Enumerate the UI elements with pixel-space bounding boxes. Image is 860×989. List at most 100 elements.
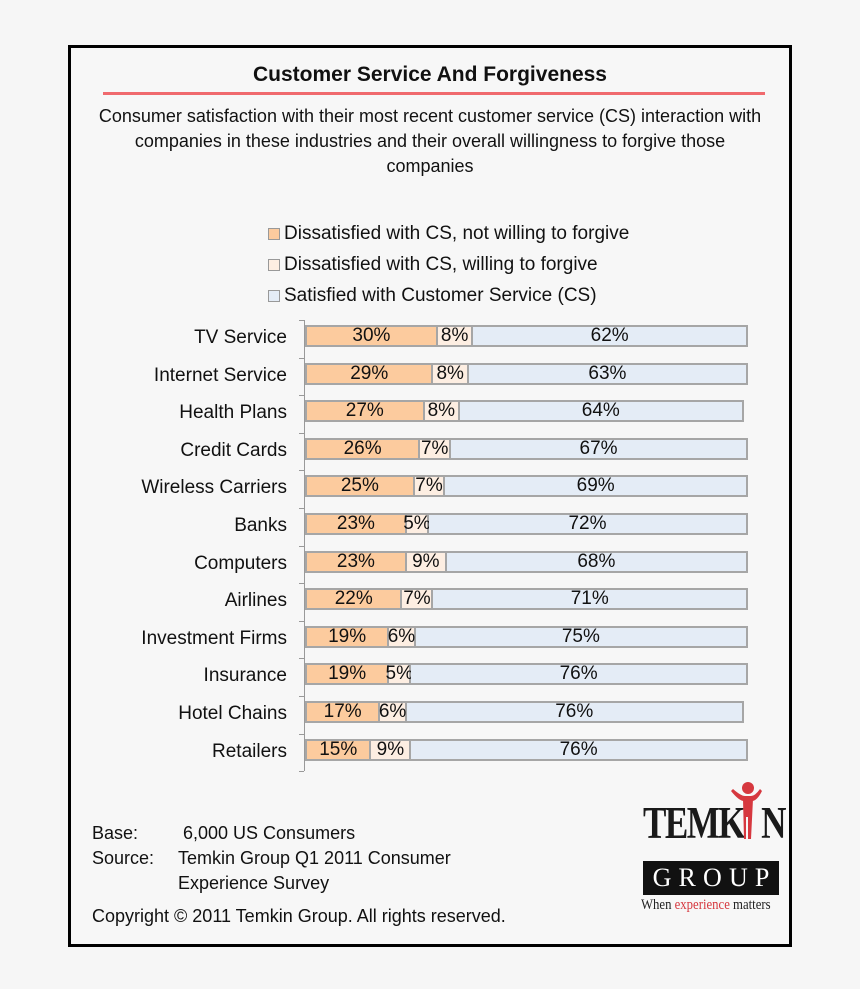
- satisfied-segment: 75%: [415, 625, 748, 648]
- base-value: 6,000 US Consumers: [183, 823, 356, 843]
- title-underline: [103, 92, 765, 95]
- stacked-bar: 23% 5% 72%: [305, 513, 748, 535]
- data-label: 71%: [570, 588, 609, 610]
- forgive-segment: 9%: [406, 550, 447, 573]
- category-label: Insurance: [203, 665, 287, 687]
- tagline-post: matters: [729, 897, 771, 913]
- data-label: 15%: [319, 738, 358, 760]
- logo-group-band: G R O U P: [643, 861, 779, 895]
- forgive-segment: 5%: [403, 513, 431, 535]
- data-label: 67%: [579, 437, 618, 459]
- chart-row: Retailers 15% 9% 76%: [71, 734, 789, 772]
- forgive-segment: 9%: [371, 738, 412, 761]
- category-label: TV Service: [194, 327, 287, 348]
- data-label: 23%: [336, 550, 375, 572]
- forgive-segment: 6%: [388, 625, 416, 648]
- chart-title: Customer Service And Forgiveness: [252, 63, 607, 86]
- axis-tick: [299, 734, 304, 735]
- not-forgive-segment: 23%: [305, 550, 407, 573]
- legend-item-forgive: Dissatisfied with CS, willing to forgive: [268, 249, 629, 280]
- category-label: Wireless Carriers: [141, 477, 287, 499]
- stacked-bar: 27% 8% 64%: [305, 400, 748, 423]
- data-label: 7%: [415, 475, 443, 497]
- data-label: 19%: [328, 663, 367, 685]
- chart-row: Wireless Carriers 25% 7% 69%: [71, 470, 789, 508]
- stacked-bar: 19% 6% 75%: [305, 625, 748, 648]
- chart-row: Airlines 22% 7% 71%: [71, 583, 789, 621]
- category-label: Retailers: [212, 740, 287, 762]
- forgive-segment: 8%: [437, 325, 474, 347]
- data-label: 9%: [412, 550, 440, 572]
- stacked-bar: 26% 7% 67%: [305, 437, 748, 460]
- not-forgive-segment: 25%: [305, 475, 415, 498]
- legend-item-satisfied: Satisfied with Customer Service (CS): [268, 280, 629, 311]
- person-raising-arms-icon: [731, 782, 762, 839]
- stacked-bar: 29% 8% 63%: [305, 362, 748, 385]
- chart-row: TV Service 30% 8% 62%: [71, 320, 789, 358]
- category-label: Hotel Chains: [178, 703, 287, 724]
- legend: Dissatisfied with CS, not willing to for…: [268, 218, 629, 311]
- category-label: Internet Service: [153, 364, 287, 386]
- chart-row: Credit Cards 26% 7% 67%: [71, 433, 789, 471]
- satisfied-segment: 68%: [446, 550, 748, 573]
- satisfied-segment: 72%: [429, 513, 748, 535]
- axis-tick: [299, 621, 304, 622]
- data-label: 23%: [336, 513, 375, 534]
- axis-tick: [299, 395, 304, 396]
- not-forgive-segment: 23%: [305, 513, 407, 535]
- chart-row: Hotel Chains 17% 6% 76%: [71, 696, 789, 734]
- legend-label: Dissatisfied with CS, willing to forgive: [284, 253, 598, 275]
- forgive-segment: 8%: [424, 400, 461, 423]
- tagline-pre: When: [641, 897, 675, 913]
- forgive-segment: 5%: [386, 663, 413, 686]
- not-forgive-segment: 19%: [305, 663, 390, 686]
- stacked-bar: 23% 9% 68%: [305, 550, 748, 573]
- forgive-segment: 8%: [433, 362, 469, 385]
- tagline-accent: experience: [674, 897, 730, 913]
- not-forgive-segment: 22%: [305, 588, 403, 611]
- data-label: 76%: [559, 663, 598, 685]
- source-note: Source: Temkin Group Q1 2011 Consumer Ex…: [92, 846, 506, 896]
- stacked-bar: 17% 6% 76%: [305, 701, 748, 723]
- logo-letter: U: [728, 863, 748, 892]
- stacked-bar-chart: TV Service 30% 8% 62% Internet Service 29% 8% 6…: [71, 320, 789, 772]
- category-label: Airlines: [224, 590, 287, 612]
- chart-row: Banks 23% 5% 72%: [71, 508, 789, 546]
- axis-tick: [299, 358, 304, 359]
- chart-row: Investment Firms 19% 6% 75%: [71, 621, 789, 659]
- base-key: Base:: [92, 823, 139, 843]
- not-forgive-segment: 17%: [305, 701, 381, 723]
- not-forgive-segment: 27%: [305, 400, 425, 423]
- legend-item-not-forgive: Dissatisfied with CS, not willing to for…: [268, 218, 629, 249]
- logo-letter: P: [754, 863, 770, 892]
- category-label: Banks: [234, 515, 287, 536]
- satisfied-segment: 63%: [468, 362, 748, 385]
- temkin-group-logo: TEMK N G R O U P When experience matters: [641, 781, 787, 926]
- logo-letter: R: [678, 863, 696, 892]
- category-label: Credit Cards: [180, 439, 287, 461]
- logo-word-post: N: [761, 798, 786, 848]
- data-label: 75%: [561, 625, 600, 647]
- satisfied-segment: 76%: [411, 663, 748, 686]
- satisfied-segment: 69%: [445, 475, 748, 498]
- data-label: 62%: [590, 325, 629, 346]
- data-label: 63%: [588, 362, 627, 384]
- footer-notes: Base: 6,000 US Consumers Source: Temkin …: [92, 821, 506, 929]
- satisfied-segment: 67%: [451, 437, 748, 460]
- copyright: Copyright © 2011 Temkin Group. All right…: [92, 906, 506, 926]
- source-value: Temkin Group Q1 2011 Consumer Experience…: [178, 846, 451, 896]
- logo-wordmark: TEMK N: [643, 797, 787, 849]
- data-label: 8%: [436, 362, 464, 384]
- stacked-bar: 25% 7% 69%: [305, 475, 748, 498]
- forgive-segment: 6%: [379, 701, 407, 723]
- source-line-1: Temkin Group Q1 2011 Consumer: [178, 848, 451, 868]
- data-label: 29%: [350, 362, 389, 384]
- data-label: 76%: [559, 738, 598, 760]
- data-label: 26%: [343, 437, 382, 459]
- data-label: 27%: [345, 400, 384, 422]
- data-label: 22%: [334, 588, 373, 610]
- not-forgive-segment: 26%: [305, 437, 421, 460]
- chart-subtitle: Consumer satisfaction with their most re…: [98, 106, 762, 176]
- not-forgive-segment: 15%: [305, 738, 372, 761]
- data-label: 9%: [376, 738, 405, 760]
